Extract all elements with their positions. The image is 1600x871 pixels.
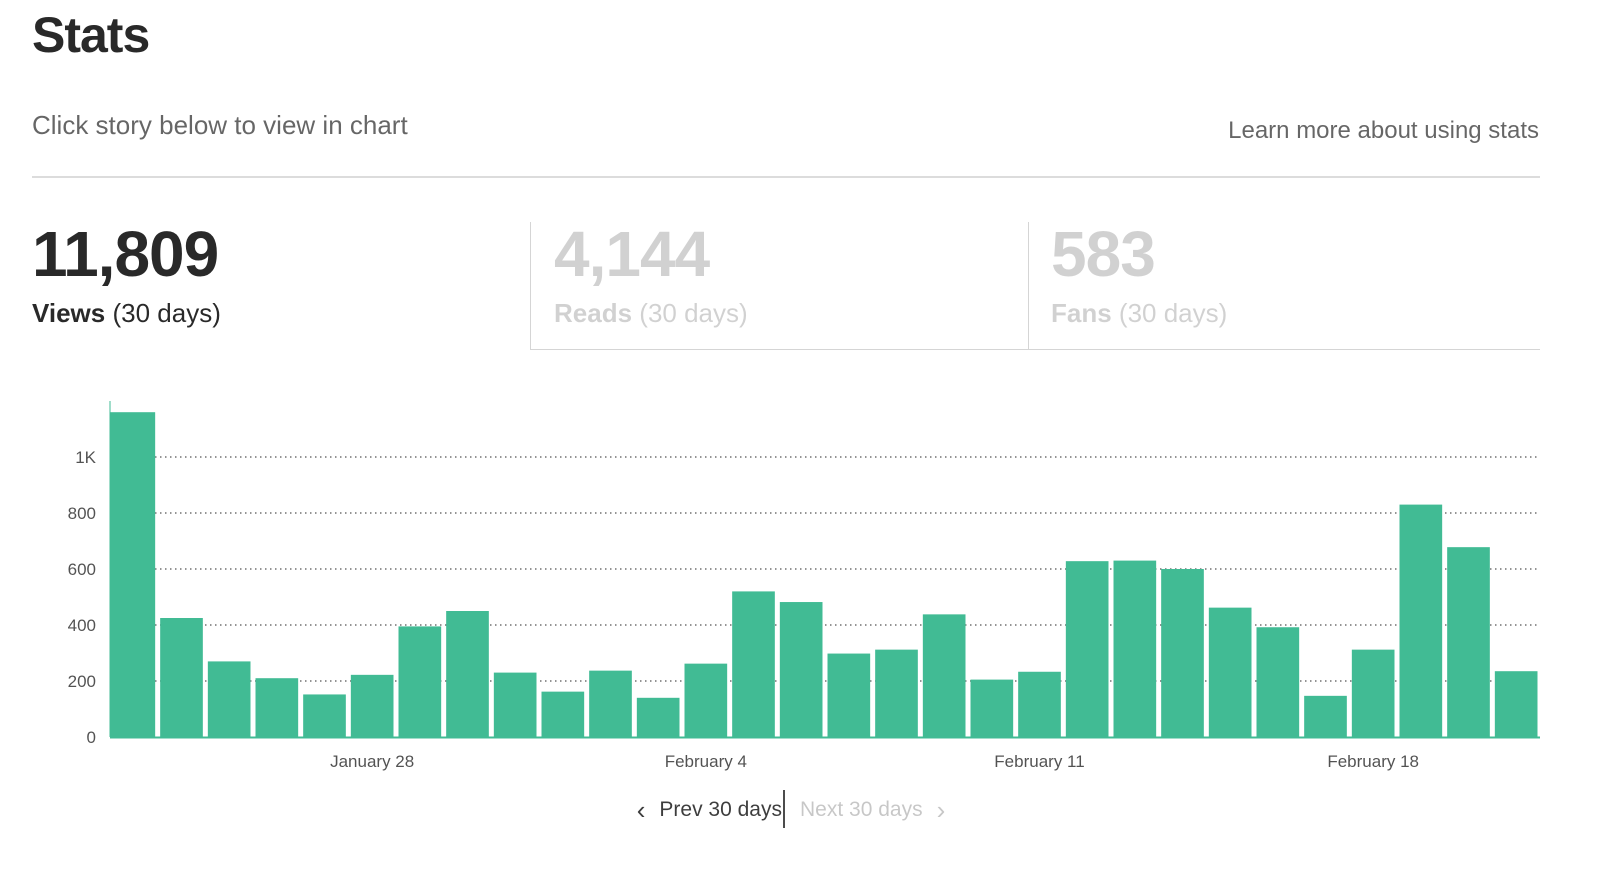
reads-value: 4,144 — [554, 218, 710, 290]
fans-tab[interactable]: 583 Fans (30 days) — [1028, 222, 1540, 350]
chevron-left-icon: ‹ — [636, 795, 646, 825]
x-tick-label: February 18 — [1327, 752, 1419, 771]
reads-label: Reads (30 days) — [554, 298, 1028, 328]
bar — [1018, 671, 1061, 737]
bar — [684, 663, 728, 737]
bar — [589, 670, 632, 737]
bar — [1161, 569, 1204, 737]
bar — [827, 653, 871, 737]
bar — [1447, 547, 1490, 737]
x-tick-label: February 11 — [994, 752, 1084, 771]
bar — [875, 649, 918, 737]
y-tick-label: 400 — [68, 616, 96, 635]
chevron-right-icon: › — [936, 795, 946, 825]
bar — [255, 678, 299, 737]
y-tick-label: 1K — [75, 448, 96, 467]
y-tick-label: 200 — [68, 672, 96, 691]
y-tick-label: 600 — [68, 560, 96, 579]
prev-30-days-label: Prev 30 days — [659, 798, 782, 821]
bar — [303, 694, 346, 737]
bar — [1065, 561, 1109, 737]
bar — [970, 679, 1014, 737]
x-tick-label: January 28 — [330, 752, 414, 771]
header-divider — [32, 176, 1540, 178]
bar — [446, 611, 489, 737]
bar — [350, 674, 394, 737]
reads-tab[interactable]: 4,144 Reads (30 days) — [530, 222, 1028, 350]
views-period: (30 days) — [112, 298, 221, 328]
bar — [541, 691, 585, 737]
learn-more-link[interactable]: Learn more about using stats — [1228, 117, 1539, 144]
pagination: ‹ Prev 30 days Next 30 days › — [0, 790, 1600, 830]
bar — [922, 614, 966, 737]
bar — [110, 412, 156, 737]
x-tick-label: February 4 — [665, 752, 747, 771]
fans-value: 583 — [1051, 218, 1156, 290]
fans-period: (30 days) — [1118, 298, 1228, 328]
fans-label: Fans (30 days) — [1051, 298, 1540, 328]
views-tab[interactable]: 11,809 Views (30 days) — [32, 222, 530, 350]
fans-label-name: Fans — [1051, 298, 1112, 328]
views-label-name: Views — [32, 298, 106, 328]
bar — [1208, 607, 1252, 737]
views-label: Views (30 days) — [32, 298, 530, 328]
chart-hint-text: Click story below to view in chart — [32, 110, 408, 140]
bar — [779, 602, 823, 737]
bar — [1113, 560, 1157, 737]
bar — [732, 591, 775, 737]
next-30-days-label: Next 30 days — [800, 798, 923, 821]
bar — [1494, 671, 1538, 737]
page-title: Stats — [32, 7, 150, 63]
pagination-separator — [783, 790, 785, 828]
views-value: 11,809 — [32, 218, 219, 290]
prev-30-days-button[interactable]: ‹ Prev 30 days — [637, 790, 782, 830]
bar — [636, 697, 680, 737]
bar — [1399, 504, 1443, 737]
bar — [1256, 627, 1300, 737]
bar — [493, 672, 537, 737]
bar — [1304, 695, 1347, 737]
bar — [398, 626, 442, 737]
bar — [207, 661, 251, 737]
y-tick-label: 0 — [87, 728, 96, 747]
bar — [1351, 649, 1395, 737]
next-30-days-button: Next 30 days › — [800, 790, 945, 830]
bar — [160, 618, 203, 737]
reads-period: (30 days) — [639, 298, 748, 328]
y-tick-label: 800 — [68, 504, 96, 523]
reads-label-name: Reads — [554, 298, 633, 328]
